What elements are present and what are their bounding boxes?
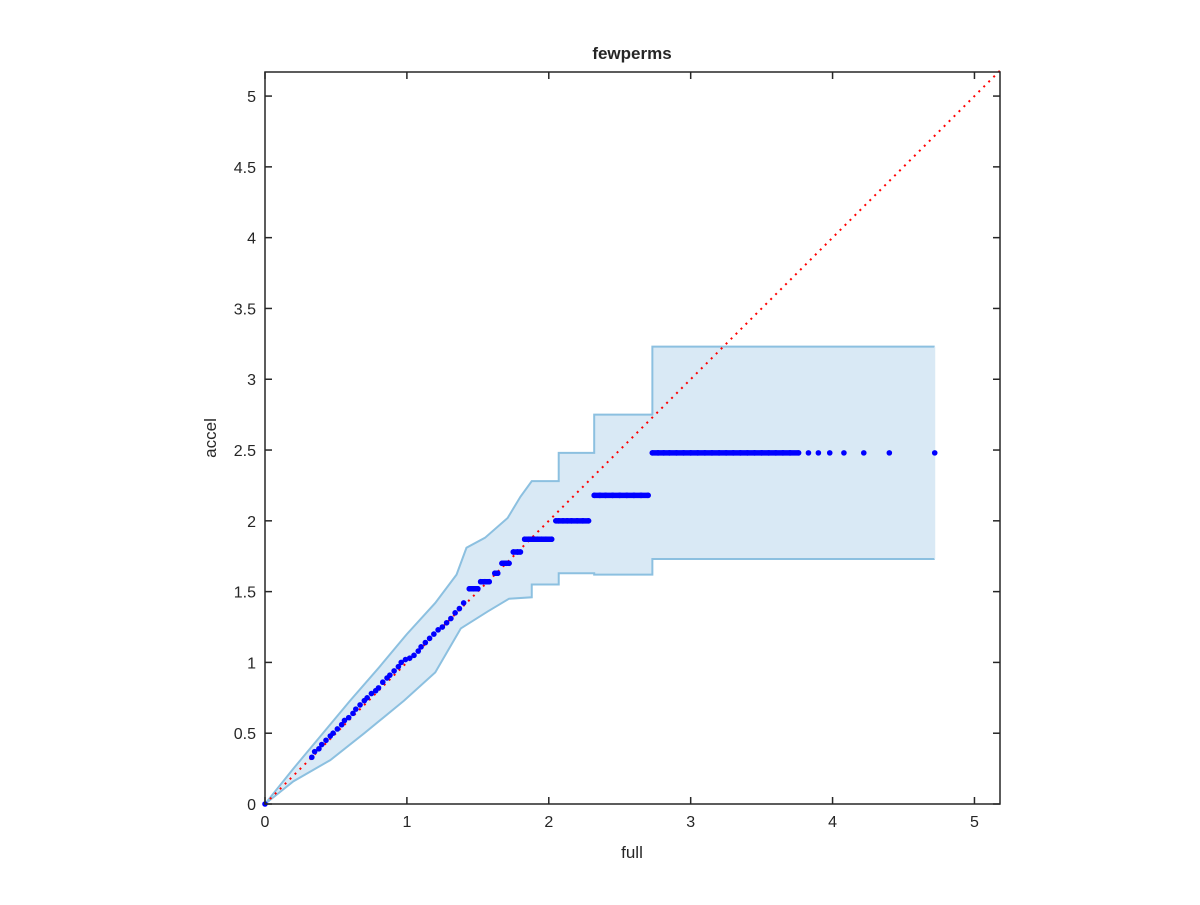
identity-line bbox=[264, 69, 1001, 805]
data-point bbox=[330, 730, 336, 737]
reference-line bbox=[264, 69, 1001, 805]
data-point bbox=[353, 706, 359, 712]
data-point bbox=[406, 655, 413, 661]
data-point bbox=[418, 644, 424, 650]
data-point bbox=[345, 714, 352, 721]
data-point bbox=[364, 695, 370, 701]
y-tick-label: 1.5 bbox=[234, 585, 256, 602]
y-tick-label: 3.5 bbox=[234, 301, 256, 318]
data-point bbox=[826, 450, 833, 456]
data-point bbox=[439, 624, 446, 630]
x-tick-label: 1 bbox=[402, 814, 411, 831]
data-point bbox=[323, 737, 329, 744]
data-point bbox=[422, 639, 429, 646]
data-point bbox=[398, 659, 405, 666]
y-tick-label: 4.5 bbox=[234, 160, 256, 177]
x-tick-label: 4 bbox=[828, 814, 837, 831]
x-tick-label: 2 bbox=[544, 814, 553, 831]
data-point bbox=[341, 717, 348, 724]
data-point bbox=[402, 656, 409, 663]
data-point bbox=[379, 679, 386, 686]
data-point bbox=[431, 631, 437, 637]
data-point bbox=[395, 663, 402, 670]
plot-frame bbox=[264, 71, 1001, 805]
y-tick-label: 5 bbox=[247, 89, 256, 106]
band-upper-edge bbox=[264, 345, 935, 805]
data-point bbox=[309, 754, 315, 761]
data-point bbox=[391, 668, 397, 674]
data-point bbox=[387, 672, 393, 678]
band-fill bbox=[265, 346, 935, 804]
data-point bbox=[435, 627, 441, 633]
data-point bbox=[460, 600, 467, 606]
x-tick-label: 0 bbox=[261, 814, 270, 831]
axes: 0 1 2 3 4 5 0 0.5 1 1.5 2 2.5 3 3.5 4 4.5 5 bbox=[234, 71, 1001, 831]
y-tick-label: 2.5 bbox=[234, 443, 256, 460]
data-point bbox=[805, 450, 812, 456]
data-point bbox=[815, 450, 822, 456]
data-point bbox=[452, 610, 458, 616]
x-axis-label: full bbox=[621, 843, 643, 862]
x-tick-label: 3 bbox=[686, 814, 695, 831]
y-tick-label: 3 bbox=[247, 372, 256, 389]
data-point bbox=[931, 450, 938, 456]
band-lower-edge bbox=[264, 558, 935, 805]
data-point bbox=[316, 745, 322, 752]
data-point bbox=[311, 748, 318, 755]
chart-title: fewperms bbox=[592, 44, 671, 63]
data-points bbox=[262, 450, 938, 807]
y-tick-label: 2 bbox=[247, 514, 256, 531]
data-point bbox=[860, 450, 867, 456]
data-point bbox=[357, 702, 363, 708]
confidence-band bbox=[264, 345, 936, 805]
data-point bbox=[426, 635, 433, 642]
data-point bbox=[338, 721, 345, 728]
data-point bbox=[318, 741, 325, 748]
y-axis-label: accel bbox=[201, 418, 220, 458]
data-point bbox=[368, 690, 375, 697]
data-point bbox=[415, 648, 422, 654]
data-point bbox=[443, 619, 450, 626]
data-point bbox=[886, 450, 893, 456]
data-point bbox=[841, 450, 847, 456]
data-point bbox=[350, 710, 356, 717]
data-point bbox=[448, 615, 454, 622]
data-point bbox=[375, 685, 382, 691]
y-tick-label: 0 bbox=[247, 797, 256, 814]
x-tick-label: 5 bbox=[970, 814, 979, 831]
data-point bbox=[411, 652, 417, 659]
data-point bbox=[456, 605, 463, 612]
y-tick-label: 0.5 bbox=[234, 726, 256, 743]
data-point bbox=[334, 726, 341, 732]
y-tick-label: 1 bbox=[247, 655, 256, 672]
y-tick-label: 4 bbox=[247, 231, 256, 248]
